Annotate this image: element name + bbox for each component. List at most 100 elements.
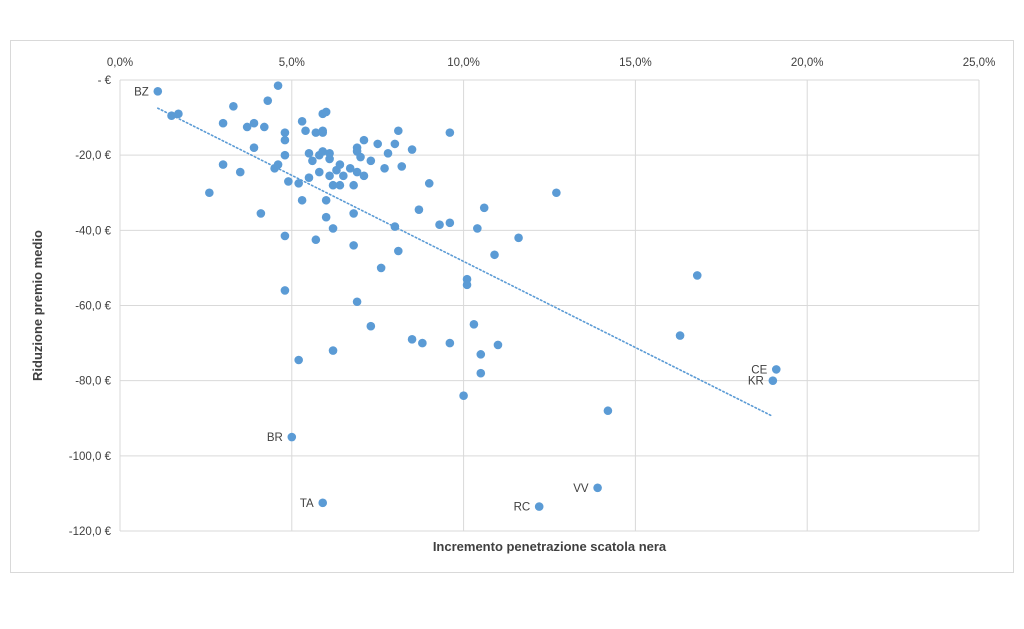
y-tick-label: - € xyxy=(98,75,112,87)
data-point xyxy=(304,148,314,158)
data-point xyxy=(273,160,283,169)
data-point xyxy=(318,147,328,156)
data-point xyxy=(459,391,468,401)
data-point xyxy=(692,271,702,280)
data-point xyxy=(366,321,376,331)
data-point xyxy=(256,209,266,218)
data-points xyxy=(153,81,781,511)
data-point xyxy=(153,86,163,96)
data-point xyxy=(359,135,369,145)
data-point xyxy=(476,350,486,359)
data-point xyxy=(473,224,482,233)
x-axis-title: Incremento penetrazione scatola nera xyxy=(433,539,667,554)
point-label: CE xyxy=(751,364,767,376)
data-point xyxy=(352,167,362,177)
data-point xyxy=(273,81,283,90)
data-point xyxy=(321,195,331,205)
data-point xyxy=(435,220,444,229)
data-point xyxy=(352,297,362,307)
data-point xyxy=(304,173,314,183)
data-point xyxy=(445,128,455,137)
data-point xyxy=(280,135,290,145)
data-point xyxy=(469,319,479,329)
data-point xyxy=(301,126,310,136)
data-point xyxy=(297,117,307,126)
data-point xyxy=(263,96,273,105)
data-point xyxy=(314,167,324,177)
point-label: VV xyxy=(573,483,589,495)
data-point xyxy=(407,335,417,344)
data-point xyxy=(493,340,503,350)
data-point xyxy=(445,338,455,348)
data-point xyxy=(383,148,393,158)
x-tick-label: 15,0% xyxy=(619,57,652,69)
data-point xyxy=(356,152,365,162)
data-point xyxy=(325,171,334,181)
data-point xyxy=(407,145,417,154)
x-tick-label: 20,0% xyxy=(791,57,824,69)
data-point xyxy=(167,111,176,121)
y-tick-label: -120,0 € xyxy=(69,526,112,538)
data-point xyxy=(514,233,523,243)
data-point xyxy=(445,218,455,228)
data-point xyxy=(174,109,183,119)
data-point xyxy=(675,331,685,340)
point-label: RC xyxy=(514,502,531,514)
data-point xyxy=(294,355,303,365)
data-point xyxy=(768,376,778,385)
data-point xyxy=(771,365,781,374)
data-point xyxy=(339,171,348,181)
data-point xyxy=(218,118,228,128)
y-axis-title: Riduzione premio medio xyxy=(30,230,45,381)
data-point xyxy=(321,107,331,117)
data-point xyxy=(376,263,386,273)
data-point xyxy=(229,102,238,111)
data-point xyxy=(593,483,602,493)
data-point xyxy=(249,143,259,152)
point-label: BZ xyxy=(134,86,149,98)
y-tick-label: -20,0 € xyxy=(75,150,111,162)
data-point xyxy=(490,250,499,260)
data-point xyxy=(418,338,427,348)
data-point xyxy=(390,139,400,149)
data-point xyxy=(349,209,358,218)
data-point xyxy=(297,195,307,205)
grid xyxy=(119,79,980,532)
trendline-layer xyxy=(156,107,774,418)
y-tick-label: -100,0 € xyxy=(69,451,112,463)
data-point xyxy=(328,180,338,190)
data-point xyxy=(249,118,259,128)
data-point xyxy=(280,150,290,160)
data-point xyxy=(242,122,252,132)
point-label: BR xyxy=(267,432,283,444)
x-axis-ticks: 0,0% 5,0% 10,0% 15,0% 20,0% 25,0% xyxy=(107,57,995,69)
y-tick-label: -60,0 € xyxy=(75,301,111,313)
trendline xyxy=(156,107,774,418)
data-point xyxy=(349,180,358,190)
y-tick-label: -40,0 € xyxy=(75,225,111,237)
data-point xyxy=(552,188,561,198)
data-point xyxy=(328,224,338,233)
data-point xyxy=(318,498,328,508)
data-point xyxy=(335,180,345,190)
data-point xyxy=(280,286,290,295)
data-point xyxy=(345,164,355,173)
chart-frame: 0,0% 5,0% 10,0% 15,0% 20,0% 25,0% - € -20,0 € -… xyxy=(10,40,1014,573)
data-point xyxy=(479,203,489,213)
data-point xyxy=(366,156,376,166)
data-point xyxy=(235,167,245,177)
point-label: TA xyxy=(300,498,314,510)
data-point xyxy=(373,139,383,149)
data-point xyxy=(476,368,486,378)
scatter-chart: 0,0% 5,0% 10,0% 15,0% 20,0% 25,0% - €-20,0 €-… xyxy=(30,57,995,554)
data-point xyxy=(321,212,331,222)
data-point xyxy=(280,231,290,241)
data-point xyxy=(218,160,228,169)
data-point xyxy=(311,128,321,137)
data-point xyxy=(390,222,400,231)
data-point xyxy=(325,154,334,164)
data-point xyxy=(328,346,338,355)
data-point xyxy=(394,126,403,136)
y-tick-label: -80,0 € xyxy=(75,376,111,388)
